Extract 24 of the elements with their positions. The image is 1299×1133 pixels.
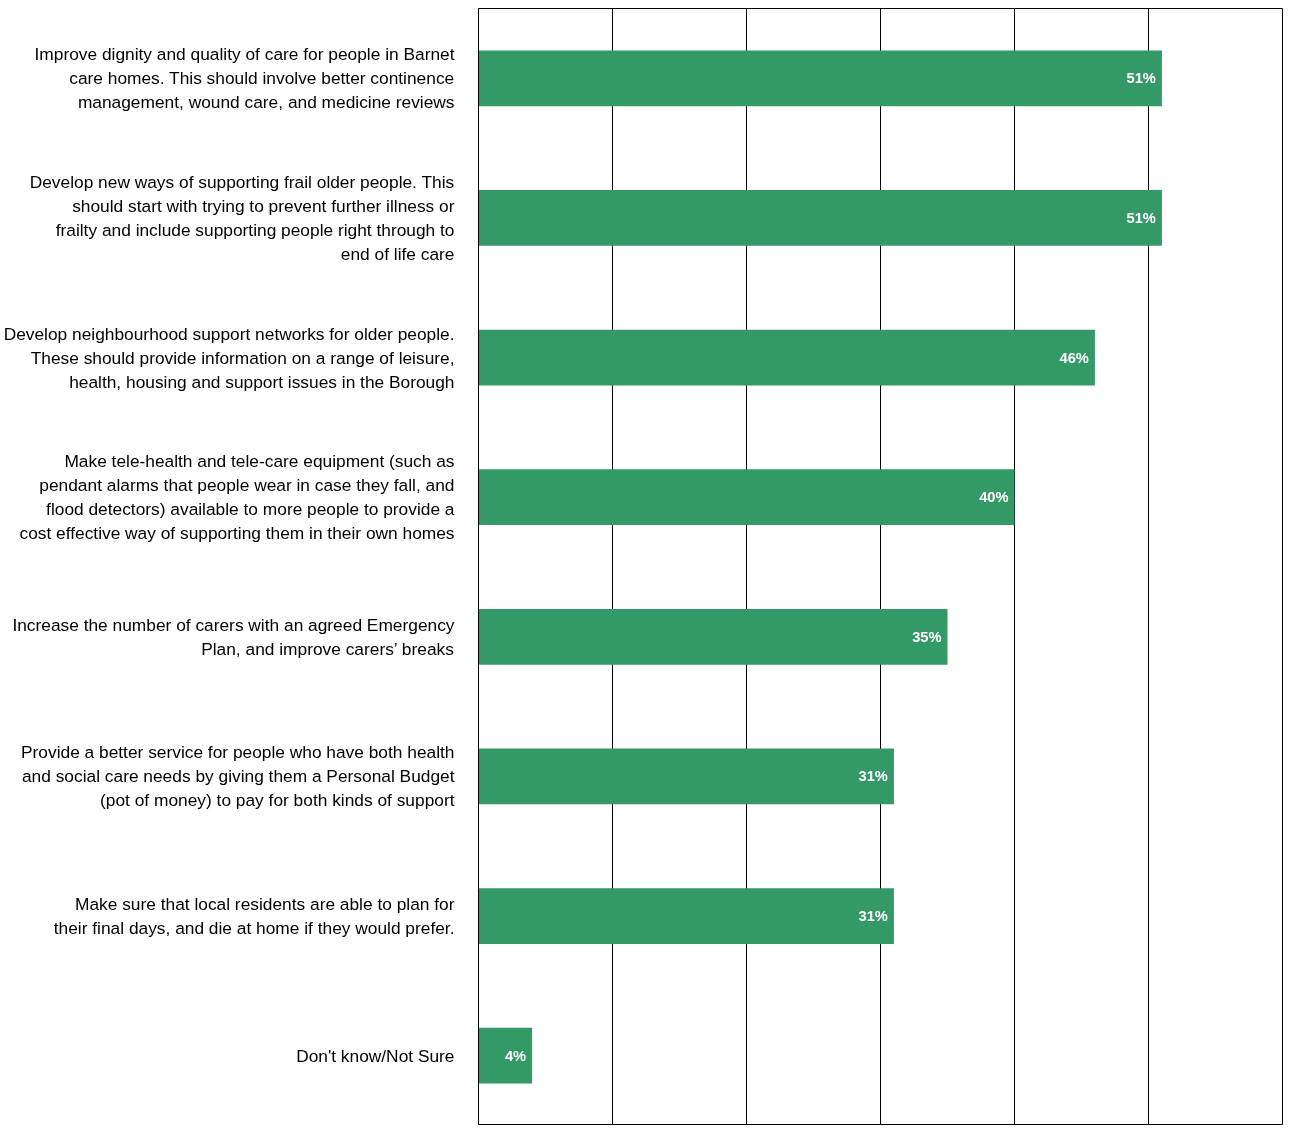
bar bbox=[478, 190, 1162, 246]
data-label: 35% bbox=[912, 628, 942, 645]
y-tick-label: Make sure that local residents are able to plan for their final days, and die at home if they would prefer. bbox=[53, 894, 455, 939]
bar bbox=[478, 888, 894, 944]
bar bbox=[478, 50, 1162, 107]
data-label: 51% bbox=[1126, 209, 1156, 226]
data-label: 31% bbox=[858, 768, 888, 785]
bar bbox=[478, 1027, 533, 1084]
bar bbox=[478, 469, 1015, 526]
bar bbox=[478, 748, 894, 805]
data-label: 31% bbox=[858, 908, 888, 925]
data-label: 4% bbox=[504, 1047, 527, 1064]
data-label: 46% bbox=[1059, 349, 1089, 366]
y-tick-label: Make tele-health and tele-care equipment (such as pendant alarms that people wear in case they fall, and flood detectors) available to more people to provide a cost effective way of supporting them in their own homes bbox=[19, 451, 455, 544]
data-label: 51% bbox=[1126, 70, 1156, 87]
y-tick-label: Increase the number of carers with an agreed Emergency Plan, and improve carers’ breaks bbox=[12, 614, 455, 659]
bar bbox=[478, 608, 948, 665]
y-tick-label: Improve dignity and quality of care for people in Barnet care homes. This should involve better continence management, wound care, and medicine reviews bbox=[34, 44, 455, 113]
bar bbox=[478, 329, 1095, 386]
data-label: 40% bbox=[979, 489, 1009, 506]
y-tick-label: Provide a better service for people who have both health and social care needs by giving them a Personal Budget (pot of money) to pay for both kinds of support bbox=[21, 742, 455, 811]
y-tick-label: Develop neighbourhood support networks for older people. These should provide information on a range of leisure, health, housing and support issues in the Borough bbox=[3, 323, 455, 392]
y-tick-label: Develop new ways of supporting frail older people. This should start with trying to prevent further illness or frailty and include supporting people right through to end of life care bbox=[29, 171, 455, 264]
y-tick-label: Don't know/Not Sure bbox=[296, 1045, 455, 1066]
